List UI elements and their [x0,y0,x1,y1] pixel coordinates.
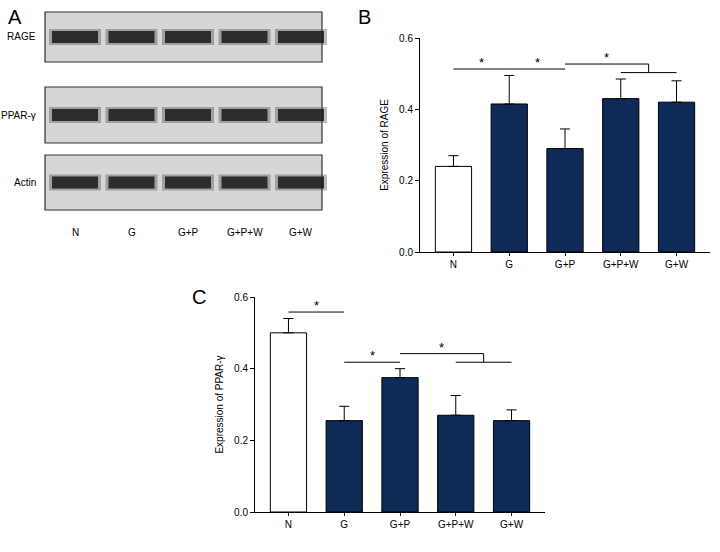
svg-text:A: A [8,6,22,28]
svg-text:*: * [370,348,375,363]
svg-text:G+W: G+W [289,227,313,238]
svg-text:0.2: 0.2 [234,435,248,446]
svg-text:G: G [340,519,348,530]
svg-text:N: N [450,259,457,270]
svg-text:Expression of RAGE: Expression of RAGE [379,99,390,191]
svg-text:G+P: G+P [555,259,576,270]
svg-text:RAGE: RAGE [7,31,36,42]
svg-text:PPAR-γ: PPAR-γ [1,110,36,121]
svg-text:G: G [128,227,136,238]
svg-text:G+W: G+W [665,259,689,270]
svg-text:0.2: 0.2 [399,175,413,186]
svg-text:*: * [535,55,540,70]
svg-text:0.6: 0.6 [234,292,248,303]
svg-text:0.0: 0.0 [234,507,248,518]
svg-text:G+P+W: G+P+W [227,227,263,238]
svg-text:Actin: Actin [14,177,36,188]
svg-text:G+P: G+P [178,227,199,238]
svg-text:*: * [439,340,444,355]
svg-text:B: B [358,6,371,28]
svg-text:*: * [479,55,484,70]
svg-text:Expression of PPAR-γ: Expression of PPAR-γ [214,355,225,453]
svg-text:G+P+W: G+P+W [438,519,474,530]
svg-text:G+W: G+W [500,519,524,530]
svg-text:G+P: G+P [390,519,411,530]
svg-text:N: N [72,227,79,238]
svg-text:N: N [285,519,292,530]
svg-text:C: C [192,286,206,308]
svg-text:0.0: 0.0 [399,247,413,258]
svg-text:G: G [505,259,513,270]
svg-text:*: * [314,298,319,313]
svg-text:0.4: 0.4 [234,363,248,374]
svg-text:0.4: 0.4 [399,104,413,115]
svg-text:G+P+W: G+P+W [603,259,639,270]
svg-text:*: * [604,50,609,65]
svg-text:0.6: 0.6 [399,33,413,44]
